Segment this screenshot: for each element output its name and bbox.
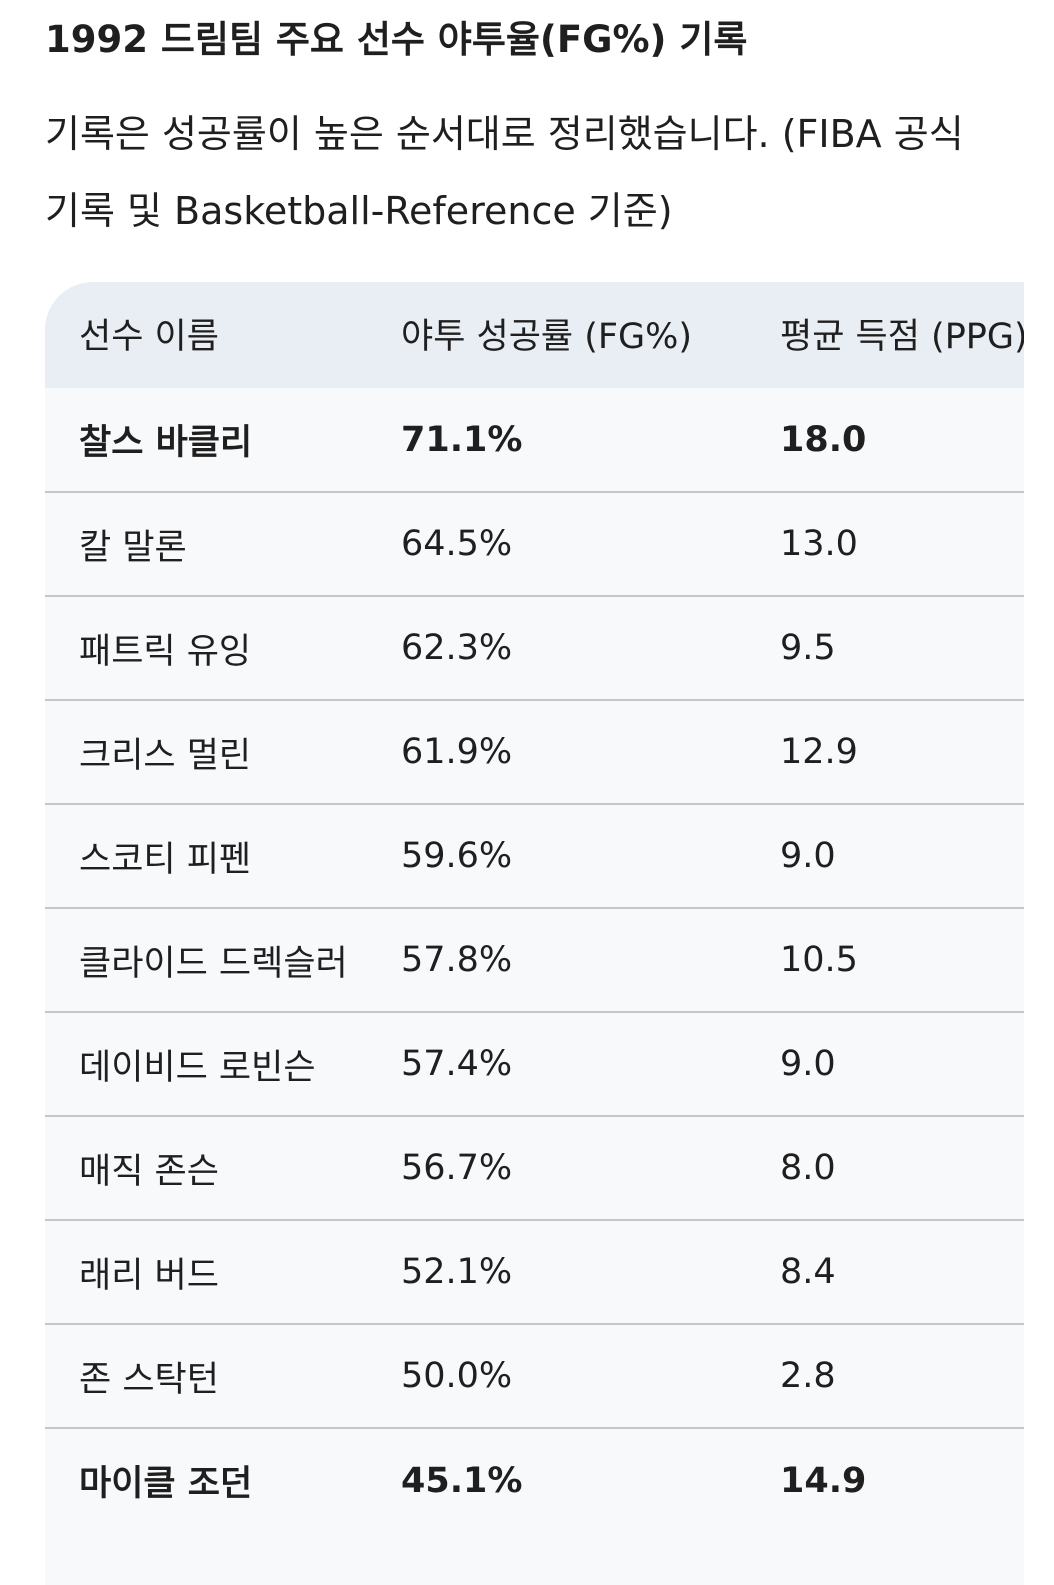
table-row: 스코티 피펜 59.6% 9.0: [45, 804, 1024, 908]
fg-percentage-cell: 71.1%: [401, 419, 523, 460]
fg-percentage-cell: 62.3%: [401, 628, 513, 668]
table-body: 찰스 바클리 71.1% 18.0 칼 말론 64.5% 13.0 패트릭 유잉 62.3% 9…: [45, 388, 1024, 1532]
ppg-cell: 10.5: [780, 940, 858, 980]
table-row: 패트릭 유잉 62.3% 9.5: [45, 596, 1024, 700]
fg-percentage-cell: 57.4%: [401, 1044, 513, 1084]
ppg-cell: 13.0: [780, 524, 858, 564]
fg-percentage-cell: 64.5%: [401, 524, 513, 564]
player-name-cell: 클라이드 드렉슬러: [79, 943, 348, 984]
stats-table-container: 선수 이름 야투 성공률 (FG%) 평균 득점 (PPG) 찰스 바클리 71.…: [45, 282, 1024, 1585]
column-header-ppg: 평균 득점 (PPG): [780, 316, 1024, 357]
player-name-cell: 크리스 멀린: [79, 735, 252, 776]
table-row: 매직 존슨 56.7% 8.0: [45, 1116, 1024, 1220]
page-title: 1992 드림팀 주요 선수 야투율(FG%) 기록: [45, 18, 748, 61]
player-name-cell: 매직 존슨: [79, 1151, 219, 1192]
ppg-cell: 9.5: [780, 628, 836, 668]
fg-percentage-cell: 50.0%: [401, 1356, 513, 1396]
ppg-cell: 8.0: [780, 1148, 836, 1188]
fg-percentage-cell: 61.9%: [401, 732, 513, 772]
stats-table: 선수 이름 야투 성공률 (FG%) 평균 득점 (PPG) 찰스 바클리 71.…: [45, 282, 1024, 1532]
player-name-cell: 스코티 피펜: [79, 839, 252, 880]
table-row: 찰스 바클리 71.1% 18.0: [45, 388, 1024, 492]
ppg-cell: 8.4: [780, 1252, 836, 1292]
player-name-cell: 마이클 조던: [79, 1464, 253, 1504]
column-header-player: 선수 이름: [79, 316, 219, 357]
ppg-cell: 18.0: [780, 419, 867, 460]
table-row: 칼 말론 64.5% 13.0: [45, 492, 1024, 596]
ppg-cell: 9.0: [780, 1044, 836, 1084]
ppg-cell: 9.0: [780, 836, 836, 876]
fg-percentage-cell: 56.7%: [401, 1148, 513, 1188]
fg-percentage-cell: 57.8%: [401, 940, 513, 980]
fg-percentage-cell: 45.1%: [401, 1460, 523, 1501]
ppg-cell: 14.9: [780, 1460, 867, 1501]
player-name-cell: 찰스 바클리: [79, 423, 253, 463]
table-row: 래리 버드 52.1% 8.4: [45, 1220, 1024, 1324]
table-row: 데이비드 로빈슨 57.4% 9.0: [45, 1012, 1024, 1116]
table-row: 크리스 멀린 61.9% 12.9: [45, 700, 1024, 804]
table-header: 선수 이름 야투 성공률 (FG%) 평균 득점 (PPG): [45, 282, 1024, 388]
description-text: 기록은 성공률이 높은 순서대로 정리했습니다. (FIBA 공식 기록 및 B…: [45, 112, 964, 233]
fg-percentage-cell: 59.6%: [401, 836, 513, 876]
player-name-cell: 칼 말론: [79, 527, 187, 568]
ppg-cell: 12.9: [780, 732, 858, 772]
table-row: 마이클 조던 45.1% 14.9: [45, 1428, 1024, 1532]
player-name-cell: 데이비드 로빈슨: [79, 1047, 316, 1088]
player-name-cell: 존 스탁턴: [79, 1359, 219, 1400]
player-name-cell: 래리 버드: [79, 1255, 219, 1296]
column-header-fg: 야투 성공률 (FG%): [401, 316, 693, 357]
table-header-row: 선수 이름 야투 성공률 (FG%) 평균 득점 (PPG): [45, 282, 1024, 388]
table-row: 클라이드 드렉슬러 57.8% 10.5: [45, 908, 1024, 1012]
ppg-cell: 2.8: [780, 1356, 836, 1396]
player-name-cell: 패트릭 유잉: [79, 631, 252, 672]
fg-percentage-cell: 52.1%: [401, 1252, 513, 1292]
table-row: 존 스탁턴 50.0% 2.8: [45, 1324, 1024, 1428]
